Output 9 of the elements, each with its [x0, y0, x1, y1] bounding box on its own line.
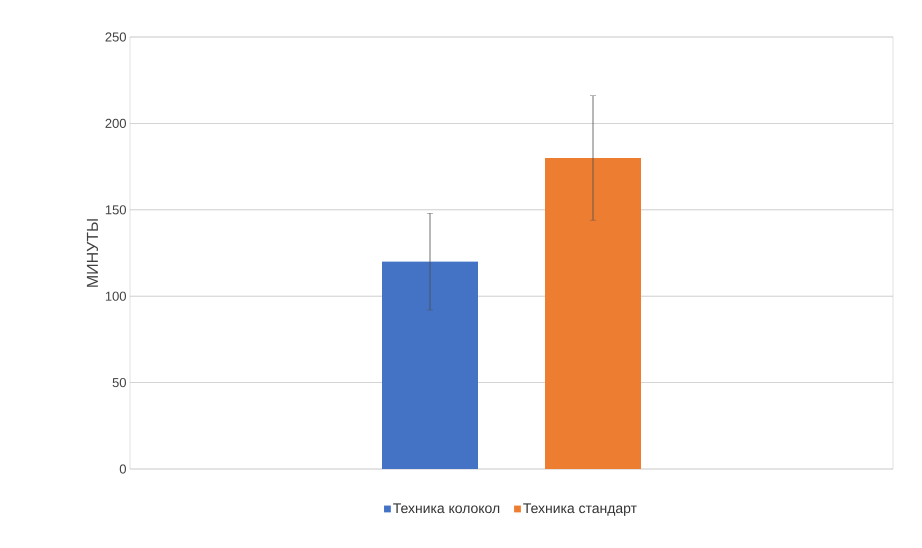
y-tick-label: 0 — [120, 464, 126, 474]
y-axis-title: МИНУТЫ — [86, 219, 98, 287]
y-tick-label: 250 — [106, 32, 126, 42]
y-tick-label: 200 — [106, 118, 126, 128]
y-tick-label: 100 — [106, 292, 126, 301]
legend-label: Техника колокол — [393, 503, 500, 514]
y-tick-label: 150 — [106, 205, 126, 214]
y-tick-label: 50 — [112, 378, 126, 388]
legend-label: Техника стандарт — [523, 503, 637, 516]
